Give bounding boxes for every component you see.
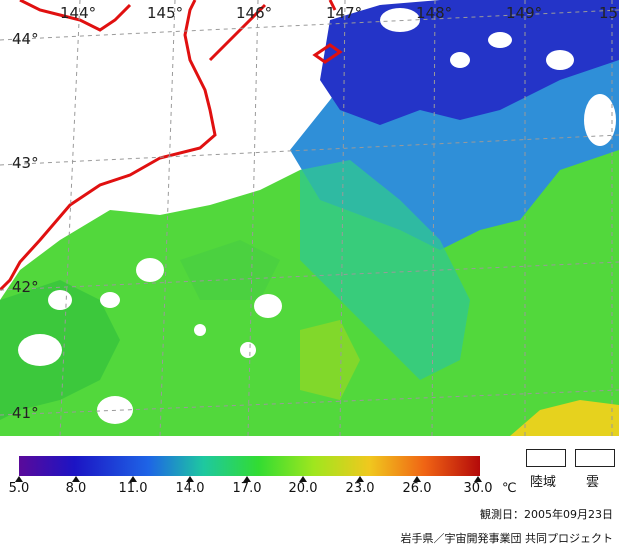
graticule xyxy=(0,0,619,436)
coastline xyxy=(0,0,217,292)
longitude-label: 147° xyxy=(326,4,362,22)
scale-tick-label: 30.0 xyxy=(463,481,493,496)
land-legend-box xyxy=(526,449,566,467)
scale-tick-label: 20.0 xyxy=(288,481,318,496)
land-legend-label: 陸域 xyxy=(530,475,557,490)
cloud-legend-label: 雲 xyxy=(586,475,600,490)
latitude-label: 42° xyxy=(12,278,39,296)
longitude-label: 144° xyxy=(60,4,96,22)
cloud-legend-box xyxy=(575,449,615,467)
longitude-label: 145° xyxy=(147,4,183,22)
legend xyxy=(0,436,619,546)
unit-label: ℃ xyxy=(502,481,517,496)
scale-ticks xyxy=(15,476,482,482)
latitude-label: 43° xyxy=(12,154,39,172)
longitude-label: 149° xyxy=(506,4,542,22)
scale-tick-label: 17.0 xyxy=(232,481,262,496)
longitude-label: 148° xyxy=(416,4,452,22)
scale-tick-label: 23.0 xyxy=(345,481,375,496)
land-area xyxy=(0,0,330,275)
latitude-label: 41° xyxy=(12,404,39,422)
scale-tick-label: 8.0 xyxy=(65,481,87,496)
credit-text: 岩手県／宇宙開発事業団 共同プロジェクト xyxy=(400,532,614,545)
scale-tick-label: 11.0 xyxy=(118,481,148,496)
scale-tick-label: 5.0 xyxy=(8,481,30,496)
observation-date: 観測日：2005年09月23日 xyxy=(480,508,613,521)
scale-tick-label: 26.0 xyxy=(402,481,432,496)
longitude-label: 15 xyxy=(599,4,618,22)
sea-transition-region xyxy=(300,160,470,380)
scale-tick-label: 14.0 xyxy=(175,481,205,496)
color-scale-bar xyxy=(19,456,480,476)
sea-surface-temperature-map: 144° 145° 146° 147° 148° 149° 15 44° 43°… xyxy=(0,0,619,436)
latitude-label: 44° xyxy=(12,30,39,48)
longitude-label: 146° xyxy=(236,4,272,22)
sea-hot-region xyxy=(510,400,619,436)
